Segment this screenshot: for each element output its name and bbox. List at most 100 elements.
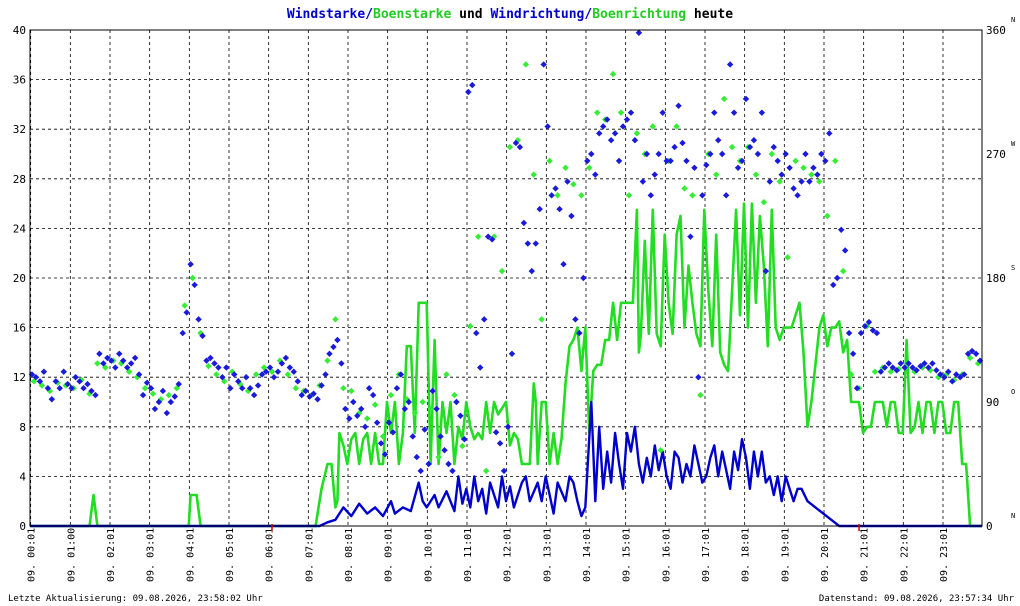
y-tick-label-right: 0 [986, 520, 993, 533]
y-tick-label-left: 24 [13, 222, 27, 235]
wind-direction-point [377, 440, 385, 447]
wind-direction-point [691, 164, 698, 171]
wind-direction-point [683, 157, 690, 165]
wind-direction-point [167, 398, 175, 406]
gust-direction-point [467, 323, 474, 330]
wind-direction-point [235, 378, 242, 385]
wind-direction-point [64, 380, 71, 388]
wind-direction-point [441, 447, 448, 454]
x-tick-label: 09. 23:01 [939, 528, 950, 582]
wind-direction-point [972, 350, 980, 357]
gust-direction-point [816, 178, 823, 185]
wind-direction-point [715, 137, 722, 144]
wind-direction-point [84, 380, 91, 388]
wind-direction-point [877, 368, 885, 375]
wind-direction-point [568, 212, 575, 220]
wind-direction-point [857, 329, 865, 337]
gust-direction-point [363, 415, 371, 422]
y-tick-label-left: 12 [13, 371, 26, 384]
gust-direction-point [554, 192, 561, 199]
wind-direction-point [40, 368, 48, 375]
wind-direction-point [123, 364, 131, 371]
wind-direction-point [818, 150, 825, 158]
gust-direction-point [895, 365, 902, 373]
wind-direction-point [195, 316, 202, 323]
wind-direction-point [258, 371, 266, 378]
wind-direction-point [397, 371, 405, 378]
x-tick-label: 09. 15:01 [622, 528, 633, 582]
wind-direction-point [461, 436, 468, 443]
wind-direction-point [520, 219, 528, 227]
gust-direction-point [443, 371, 450, 378]
gust-direction-point [546, 157, 553, 165]
gust-direction-point [538, 316, 545, 323]
gust-direction-point [625, 192, 633, 199]
wind-direction-point [953, 371, 960, 378]
gust-direction-point [451, 391, 458, 399]
wind-direction-point [496, 440, 504, 447]
gust-direction-point [340, 385, 347, 392]
gust-direction-point [689, 192, 696, 199]
wind-direction-point [524, 240, 532, 247]
wind-direction-point [171, 393, 178, 400]
x-tick-label: 09. 17:01 [701, 528, 712, 582]
title-boenstarke: Boenstarke [373, 7, 451, 22]
gust-direction-point [792, 157, 799, 165]
title-boenrichtung: Boenrichtung [592, 7, 686, 22]
gust-direction-point [459, 442, 466, 450]
wind-direction-point [445, 460, 452, 468]
wind-direction-point [873, 329, 881, 337]
wind-direction-point [322, 371, 329, 378]
wind-direction-point [417, 467, 424, 475]
wind-direction-point [246, 385, 254, 392]
wind-direction-point [36, 378, 44, 385]
y-tick-label-right: 360 [986, 24, 1006, 37]
x-tick-label: 09. 02:01 [106, 528, 117, 582]
wind-direction-point [143, 379, 151, 386]
wind-direction-point [540, 61, 547, 68]
wind-direction-point [802, 150, 809, 158]
wind-direction-point [207, 354, 214, 362]
wind-direction-point [433, 405, 440, 413]
title-slash-2: / [584, 7, 592, 22]
wind-direction-point [151, 405, 159, 413]
wind-direction-point [596, 130, 603, 137]
x-tick-label: 09. 18:01 [741, 528, 752, 582]
x-tick-label: 09. 14:01 [582, 528, 593, 582]
chart-title: Windstarke/Boenstarke und Windrichtung/B… [287, 7, 733, 22]
wind-direction-point [925, 364, 932, 371]
wind-direction-point [334, 336, 341, 344]
gust-direction-point [649, 123, 656, 130]
wind-direction-point [853, 385, 861, 392]
wind-direction-point [187, 261, 194, 268]
x-tick-label: 09. 00:01 [27, 528, 38, 582]
x-tick-label: 09. 13:01 [542, 528, 553, 582]
wind-direction-point [881, 364, 889, 371]
wind-direction-point [905, 360, 912, 367]
wind-direction-point [814, 171, 821, 178]
wind-direction-point [810, 164, 817, 171]
gust-direction-point [760, 199, 768, 206]
gust-speed-line [30, 202, 982, 528]
wind-direction-point [695, 374, 702, 381]
wind-direction-point [381, 451, 389, 458]
wind-direction-point [933, 367, 940, 374]
gust-direction-point [189, 274, 196, 282]
wind-direction-point [488, 236, 496, 243]
wind-direction-point [282, 354, 290, 362]
wind-direction-point [484, 233, 492, 240]
gust-direction-point [808, 171, 815, 178]
wind-direction-point [318, 382, 325, 389]
wind-direction-point [956, 374, 964, 381]
gust-direction-point [887, 368, 894, 375]
wind-direction-point [631, 137, 639, 144]
y-tick-label-left: 4 [19, 470, 26, 483]
wind-direction-point [968, 347, 976, 355]
gust-direction-point [149, 390, 157, 397]
y-tick-label-left: 0 [19, 520, 26, 533]
wind-direction-point [718, 150, 726, 158]
wind-direction-point [449, 467, 456, 475]
gust-direction-point [871, 368, 879, 375]
wind-direction-point [250, 391, 258, 399]
